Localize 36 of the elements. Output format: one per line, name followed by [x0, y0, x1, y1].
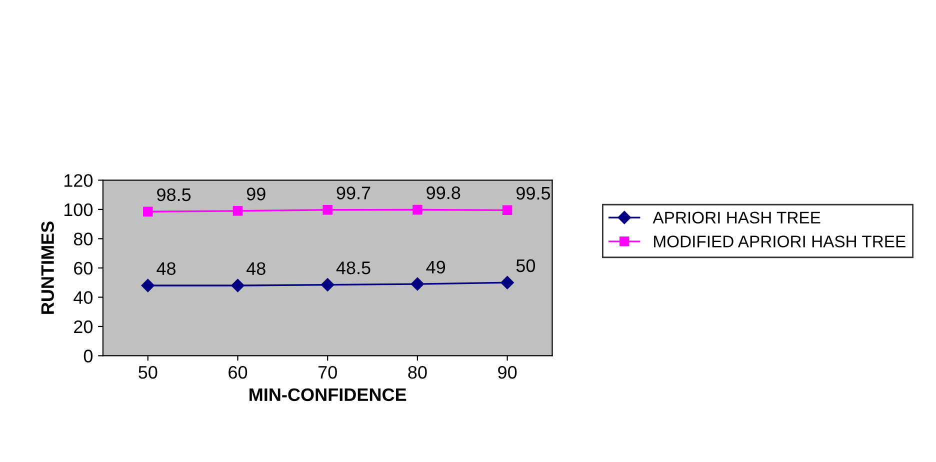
y-tick-label: 40 [74, 291, 93, 304]
data-label: 99 [246, 188, 266, 200]
point [500, 276, 514, 290]
y-tick-label: 120 [64, 174, 93, 187]
data-label: 99.5 [516, 186, 550, 200]
x-tick-label: 90 [498, 366, 517, 379]
legend-label: APRIORI HASH TREE [652, 212, 820, 224]
point [322, 205, 332, 215]
x-tick-label: 50 [138, 366, 158, 379]
y-axis-title: RUNTIMES [41, 222, 54, 314]
data-label: 50 [516, 259, 536, 272]
data-label: 48 [156, 262, 176, 276]
data-label: 48.5 [336, 261, 370, 274]
data-label: 98.5 [157, 188, 191, 202]
point [502, 205, 512, 216]
x-axis-title: MIN-CONFIDENCE [250, 388, 406, 402]
point [410, 277, 424, 291]
point [412, 204, 422, 215]
y-tick-label: 60 [74, 262, 93, 275]
point [141, 278, 154, 292]
data-label: 49 [426, 260, 446, 274]
y-tick-label: 20 [74, 320, 93, 334]
y-tick-label: 80 [74, 232, 93, 246]
legend-label: MODIFIED APRIORI HASH TREE [654, 236, 906, 248]
point [231, 278, 244, 292]
x-tick-label: 70 [318, 366, 337, 379]
point [232, 206, 243, 216]
data-label: 48 [246, 262, 266, 276]
point [321, 278, 334, 292]
point [143, 206, 153, 216]
data-label: 99.8 [426, 186, 460, 200]
y-tick-label: 0 [84, 350, 93, 362]
x-tick-label: 60 [228, 366, 248, 379]
x-tick-label: 80 [408, 366, 427, 379]
data-label: 99.7 [336, 186, 370, 200]
y-tick-label: 100 [64, 203, 93, 216]
